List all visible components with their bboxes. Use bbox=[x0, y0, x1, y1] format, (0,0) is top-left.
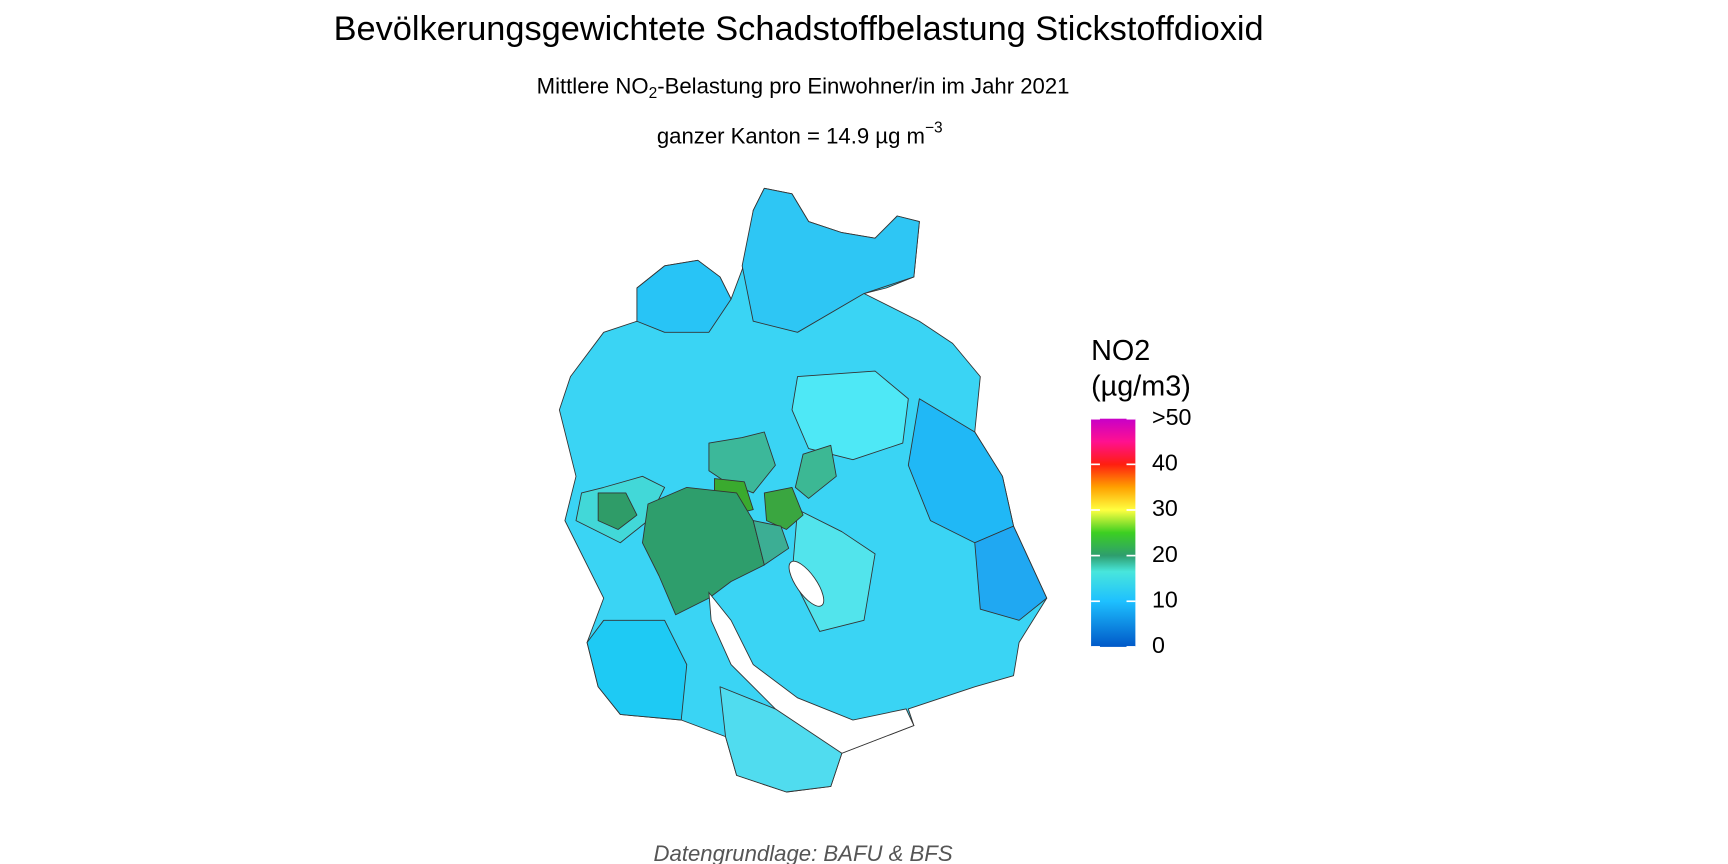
superscript: −3 bbox=[925, 120, 943, 137]
lake-zurich bbox=[708, 591, 915, 754]
subtitle-part: -Belastung pro Einwohner/in im Jahr 2021 bbox=[657, 73, 1069, 98]
legend-tick-label: 10 bbox=[1152, 586, 1178, 612]
title: Bevölkerungsgewichtete Schadstoffbelastu… bbox=[334, 10, 1264, 48]
colorbar bbox=[1091, 418, 1136, 647]
legend-tick-label: 20 bbox=[1152, 541, 1178, 567]
legend-tick-label: 0 bbox=[1152, 632, 1165, 658]
region bbox=[741, 187, 920, 333]
map bbox=[558, 187, 1048, 793]
region bbox=[708, 431, 776, 494]
subscript: 2 bbox=[649, 85, 658, 102]
legend: NO2 (µg/m3) 0 10 20 30 40 >50 bbox=[1091, 335, 1192, 658]
greifensee bbox=[788, 560, 825, 607]
legend-tick-label: >50 bbox=[1152, 404, 1192, 430]
region bbox=[636, 259, 732, 333]
legend-title: NO2 bbox=[1091, 335, 1150, 367]
caption: Datengrundlage: BAFU & BFS bbox=[654, 841, 953, 864]
region bbox=[791, 370, 909, 461]
region bbox=[597, 492, 638, 530]
legend-title: (µg/m3) bbox=[1091, 370, 1191, 402]
subtitle-part: Mittlere NO bbox=[537, 73, 649, 98]
legend-tick-label: 30 bbox=[1152, 495, 1178, 521]
subtitle: Mittlere NO2-Belastung pro Einwohner/in … bbox=[537, 73, 1070, 102]
region bbox=[642, 486, 765, 616]
summary: ganzer Kanton = 14.9 µg m−3 bbox=[657, 120, 943, 149]
region bbox=[974, 525, 1048, 621]
region bbox=[586, 619, 688, 721]
region bbox=[763, 486, 804, 530]
region bbox=[794, 444, 837, 499]
region bbox=[752, 520, 790, 566]
summary-part: ganzer Kanton = 14.9 µg m bbox=[657, 123, 925, 148]
legend-tick-label: 40 bbox=[1152, 449, 1178, 475]
